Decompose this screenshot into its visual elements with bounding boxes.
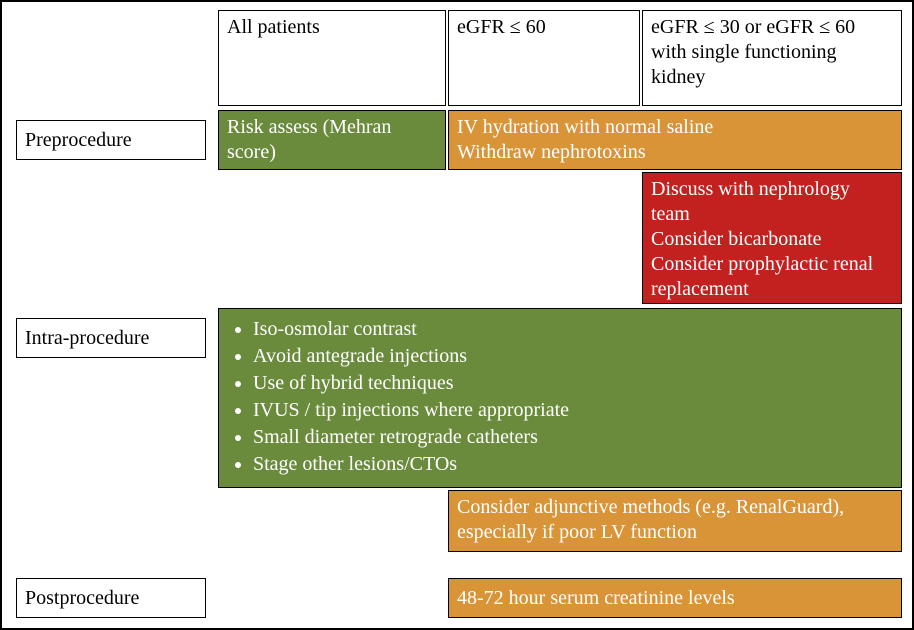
pre-green-line1: Risk assess (Mehran score) [227,115,437,165]
intra-orange-cell: Consider adjunctive methods (e.g. RenalG… [448,490,902,552]
row-label-text: Preprocedure [25,128,132,153]
intra-bullet-list: Iso-osmolar contrast Avoid antegrade inj… [227,317,893,477]
pre-orange-line1: IV hydration with normal saline [457,115,893,140]
header-text: eGFR ≤ 30 or eGFR ≤ 60 with single funct… [651,16,855,88]
pre-red-line3: Consider prophylactic renal replacement [651,252,893,302]
intra-bullet: Use of hybrid techniques [253,371,893,396]
intra-bullet: Avoid antegrade injections [253,344,893,369]
header-egfr-30: eGFR ≤ 30 or eGFR ≤ 60 with single funct… [642,10,902,106]
row-label-intraprocedure: Intra-procedure [16,318,206,358]
pre-orange-cell: IV hydration with normal saline Withdraw… [448,110,902,170]
pre-red-line2: Consider bicarbonate [651,227,893,252]
row-label-text: Intra-procedure [25,326,149,351]
pre-orange-line2: Withdraw nephrotoxins [457,140,893,165]
header-text: eGFR ≤ 60 [457,16,546,38]
pre-green-line2: Calculate MACD [227,165,437,170]
intra-bullet: Iso-osmolar contrast [253,317,893,342]
intra-bullet: Stage other lesions/CTOs [253,452,893,477]
post-orange-text: 48-72 hour serum creatinine levels [457,586,735,611]
pre-red-cell: Discuss with nephrology team Consider bi… [642,172,902,304]
pre-green-cell: Risk assess (Mehran score) Calculate MAC… [218,110,446,170]
intra-bullet: IVUS / tip injections where appropriate [253,398,893,423]
intra-bullet: Small diameter retrograde catheters [253,425,893,450]
pre-red-line1: Discuss with nephrology team [651,177,893,227]
intra-orange-line1: Consider adjunctive methods (e.g. RenalG… [457,495,893,545]
post-orange-cell: 48-72 hour serum creatinine levels [448,578,902,618]
intra-green-cell: Iso-osmolar contrast Avoid antegrade inj… [218,308,902,488]
row-label-text: Postprocedure [25,586,139,611]
header-all-patients: All patients [218,10,446,106]
header-text: All patients [227,16,320,38]
row-label-postprocedure: Postprocedure [16,578,206,618]
row-label-preprocedure: Preprocedure [16,120,206,160]
diagram-canvas: All patients eGFR ≤ 60 eGFR ≤ 30 or eGFR… [0,0,914,630]
header-egfr-60: eGFR ≤ 60 [448,10,640,106]
